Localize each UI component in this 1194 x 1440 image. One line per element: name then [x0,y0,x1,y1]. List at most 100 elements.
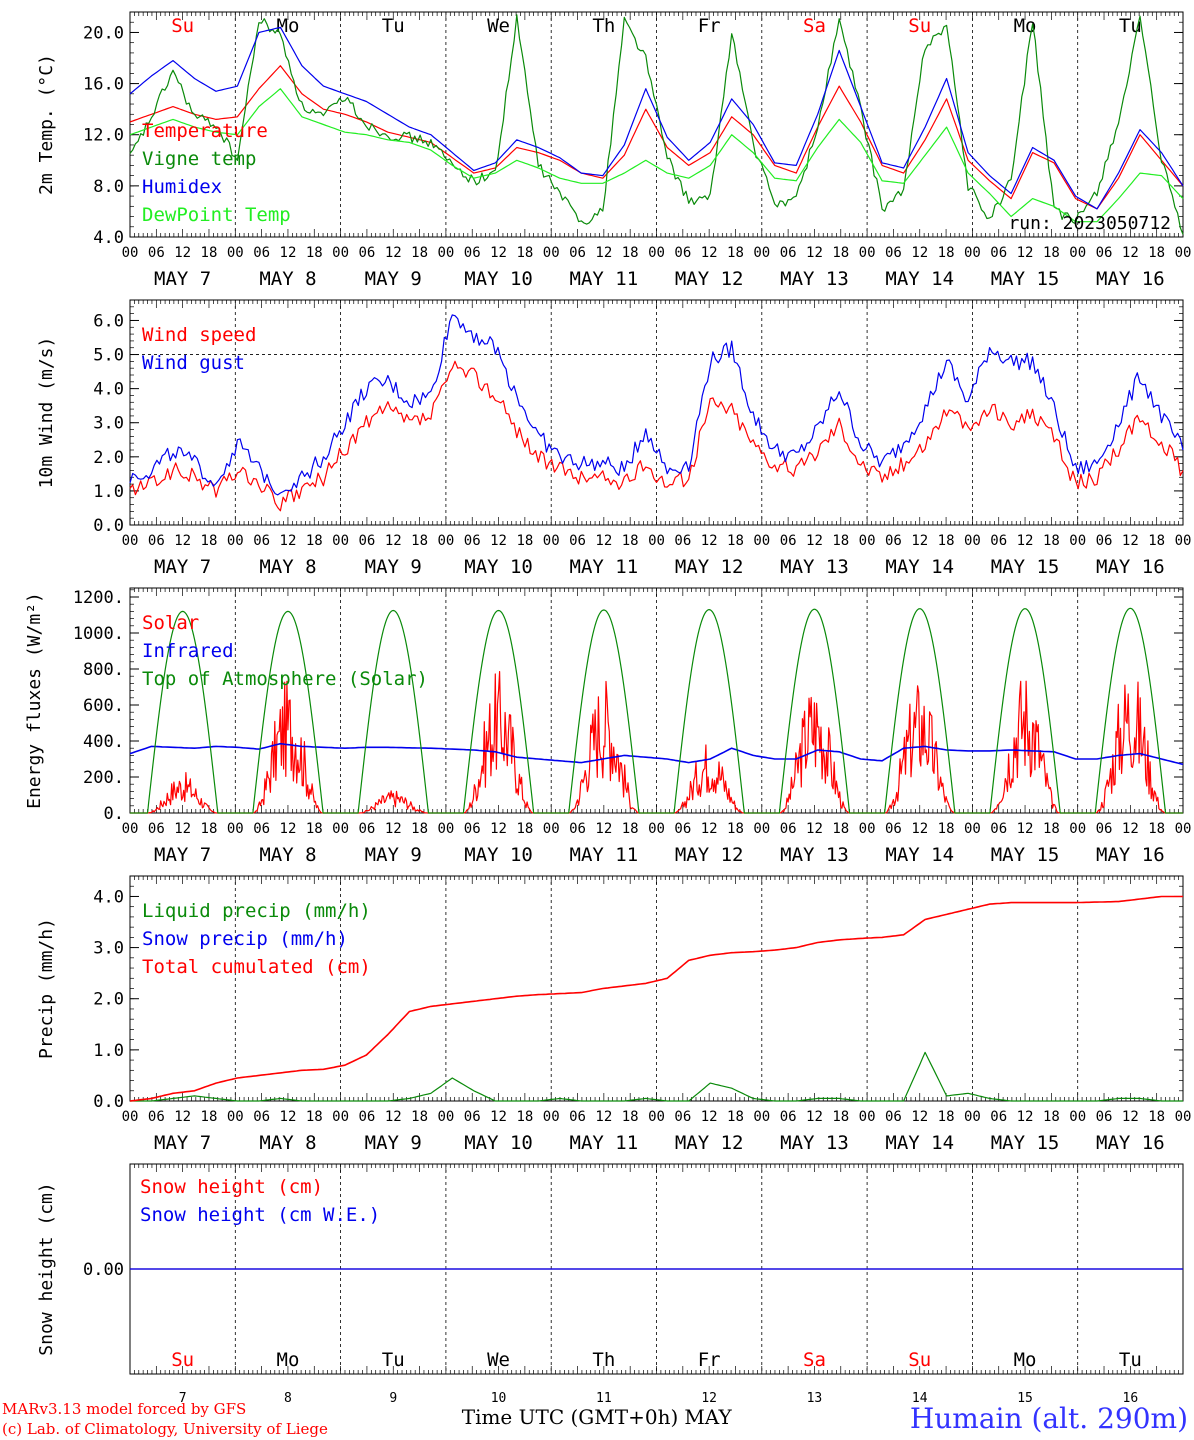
weekday-label: Th [592,15,615,37]
run-label: run: 2023050712 [1008,213,1171,234]
hour-tick-label: 06 [885,245,902,261]
day-date-label: MAY 7 [154,1132,211,1154]
day-number-labels: 7 8 9 10 11 12 13 14 15 16 [179,1391,1138,1406]
hour-tick-label: 00 [543,245,560,261]
hour-tick-label: 00 [227,533,244,549]
y-tick-label: 1.0 [93,482,124,502]
y-tick-label: 1000. [73,624,124,644]
day-date-label: MAY 15 [991,556,1060,578]
hour-tick-label: 12 [385,1109,402,1125]
hour-tick-label: 12 [490,533,507,549]
hour-tick-label: 12 [595,533,612,549]
weekday-labels: Su Mo Tu We Th Fr Sa Su Mo Tu [171,1349,1142,1371]
legend-entry: Total cumulated (cm) [142,956,371,978]
hour-tick-label: 00 [964,533,981,549]
hour-tick-label: 12 [806,245,823,261]
hour-tick-label: 18 [1043,533,1060,549]
y-tick-label: 600. [83,696,124,716]
hour-tick-label: 12 [280,245,297,261]
hour-tick-label: 00 [648,821,665,837]
weekday-label: Mo [277,1349,300,1371]
hour-tick-label: 06 [674,245,691,261]
day-number: 15 [1017,1391,1033,1406]
x-axis-title: Time UTC (GMT+0h) [462,1405,679,1429]
y-tick-label: 1200. [73,588,124,608]
hour-tick-label: 18 [306,245,323,261]
hour-tick-label: 18 [201,533,218,549]
hour-tick-label: 00 [1069,245,1086,261]
day-date-label: MAY 12 [675,556,744,578]
hour-tick-label: 06 [464,821,481,837]
hour-tick-label: 06 [253,533,270,549]
hour-tick-label: 00 [964,821,981,837]
hour-tick-label: 00 [648,1109,665,1125]
legend-entry: Infrared [142,640,234,662]
hour-tick-label: 06 [1096,1109,1113,1125]
hour-tick-label: 00 [122,245,139,261]
day-date-label: MAY 8 [259,844,316,866]
hour-tick-label: 18 [1148,245,1165,261]
y-tick-label: 1.0 [93,1041,124,1061]
weekday-label: Su [908,15,931,37]
series-line-wind-speed [129,360,1184,512]
hour-tick-label: 06 [990,821,1007,837]
copyright-credit: (c) Lab. of Climatology, University of L… [2,1420,328,1438]
day-date-label: MAY 15 [991,268,1060,290]
hour-tick-label: 18 [727,245,744,261]
hour-tick-label: 00 [648,245,665,261]
hour-tick-label: 18 [411,245,428,261]
hour-tick-label: 18 [516,245,533,261]
hour-tick-label: 06 [1096,821,1113,837]
hour-tick-label: 12 [806,533,823,549]
hour-tick-label: 00 [859,1109,876,1125]
hour-tick-label: 12 [911,533,928,549]
hour-tick-label: 18 [727,533,744,549]
weekday-label: Su [908,1349,931,1371]
y-tick-label: 16.0 [83,75,124,95]
hour-tick-label: 00 [227,245,244,261]
y-tick-label: 0.0 [93,516,124,536]
series-line-total-cumulated-cm- [129,895,1183,1102]
legend-entry: Top of Atmosphere (Solar) [142,668,428,690]
day-date-label: MAY 14 [885,556,954,578]
day-number: 12 [701,1391,717,1406]
hour-tick-label: 06 [148,821,165,837]
hour-tick-label: 12 [595,1109,612,1125]
legend-entry: Humidex [142,176,222,198]
day-date-label: MAY 16 [1096,844,1165,866]
hour-tick-label: 06 [358,533,375,549]
hour-tick-label: 06 [253,1109,270,1125]
hour-tick-label: 06 [569,1109,586,1125]
hour-tick-label: 00 [332,245,349,261]
hour-tick-label: 18 [1148,821,1165,837]
y-axis-title: Precip (mm/h) [36,918,57,1059]
hour-tick-label: 18 [1043,821,1060,837]
hour-tick-label: 12 [911,245,928,261]
hour-tick-label: 06 [990,245,1007,261]
legend-entry: Snow height (cm W.E.) [140,1204,380,1226]
hour-tick-label: 00 [753,821,770,837]
hour-tick-label: 00 [227,1109,244,1125]
hour-tick-label: 06 [148,1109,165,1125]
hour-tick-label: 06 [569,821,586,837]
hour-tick-label: 00 [859,821,876,837]
day-date-label: MAY 8 [259,268,316,290]
day-date-label: MAY 14 [885,844,954,866]
hour-tick-label: 18 [1148,1109,1165,1125]
y-tick-label: 2.0 [93,448,124,468]
day-date-label: MAY 13 [780,844,849,866]
weekday-label: Tu [1119,15,1142,37]
legend: Temperature Vigne temp Humidex DewPoint Tem… [142,120,291,226]
hour-tick-label: 18 [411,821,428,837]
hour-tick-label: 12 [490,245,507,261]
hour-tick-label: 06 [780,245,797,261]
hour-tick-label: 12 [701,533,718,549]
weekday-label: Sa [803,1349,826,1371]
day-date-label: MAY 10 [464,1132,533,1154]
y-tick-label: 400. [83,732,124,752]
hour-tick-label: 12 [174,245,191,261]
hour-tick-label: 18 [306,1109,323,1125]
day-date-label: MAY 9 [365,1132,422,1154]
panel-wind: 0.0 1.0 2.0 3.0 4.0 5.0 6.0 10m Wind (m/s) 00 06 1… [36,299,1191,578]
hour-tick-label: 00 [122,533,139,549]
